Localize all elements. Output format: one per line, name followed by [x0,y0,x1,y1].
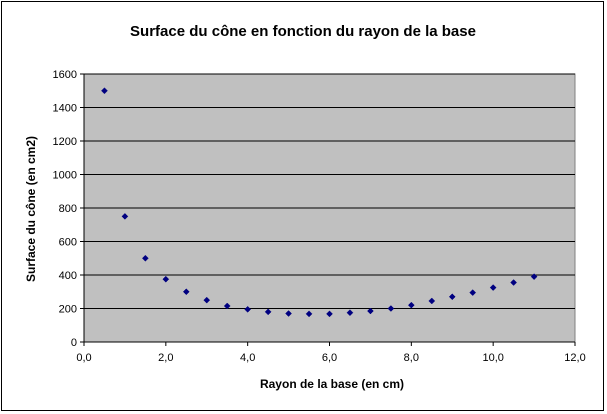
data-point-14 [387,305,395,312]
data-point-0 [101,87,108,95]
x-tick-label-2: 4,0 [240,352,255,364]
data-point-16 [428,297,436,305]
x-tick-label-1: 2,0 [158,352,173,364]
x-tick-label-5: 10,0 [482,352,503,364]
data-point-12 [346,309,354,317]
data-point-10 [305,310,313,318]
chart-title: Surface du cône en fonction du rayon de … [130,23,476,40]
data-point-21 [530,273,538,281]
y-tick-label-5: 1000 [53,170,77,182]
y-tick-label-7: 1400 [53,103,77,115]
x-tick-label-3: 6,0 [322,352,337,364]
x-tick-label-4: 8,0 [404,352,419,364]
y-tick-label-3: 600 [59,237,77,249]
data-point-3 [162,275,170,283]
data-point-11 [326,310,333,318]
y-tick-label-2: 400 [59,270,77,282]
y-tick-label-8: 1600 [53,69,77,81]
y-tick-label-1: 200 [59,304,77,316]
data-point-4 [182,288,190,296]
data-point-2 [142,254,149,262]
data-point-5 [203,296,211,304]
data-point-8 [264,308,272,316]
gridlines [84,73,575,309]
y-axis-title: Surface du cône (en cm2) [24,136,38,282]
data-point-17 [448,293,456,301]
data-point-1 [121,213,129,220]
y-axis-ticks: 0 200 400 600 800 1000 1200 1400 1600 [53,69,84,349]
x-tick-label-6: 12,0 [564,352,585,364]
data-point-7 [244,305,252,313]
data-point-15 [407,301,415,309]
data-point-18 [469,289,477,296]
x-tick-label-0: 0,0 [76,352,91,364]
data-point-19 [489,284,497,291]
data-point-13 [367,307,374,315]
data-points [101,87,538,318]
y-tick-label-0: 0 [71,337,77,349]
y-tick-label-4: 800 [59,203,77,215]
y-tick-label-6: 1200 [53,136,77,148]
data-point-6 [223,302,231,310]
x-axis-title: Rayon de la base (en cm) [260,377,404,391]
x-axis-ticks: 0,0 2,0 4,0 6,0 8,0 10,0 12,0 [76,342,586,364]
data-point-20 [510,279,517,286]
data-point-9 [285,310,292,317]
